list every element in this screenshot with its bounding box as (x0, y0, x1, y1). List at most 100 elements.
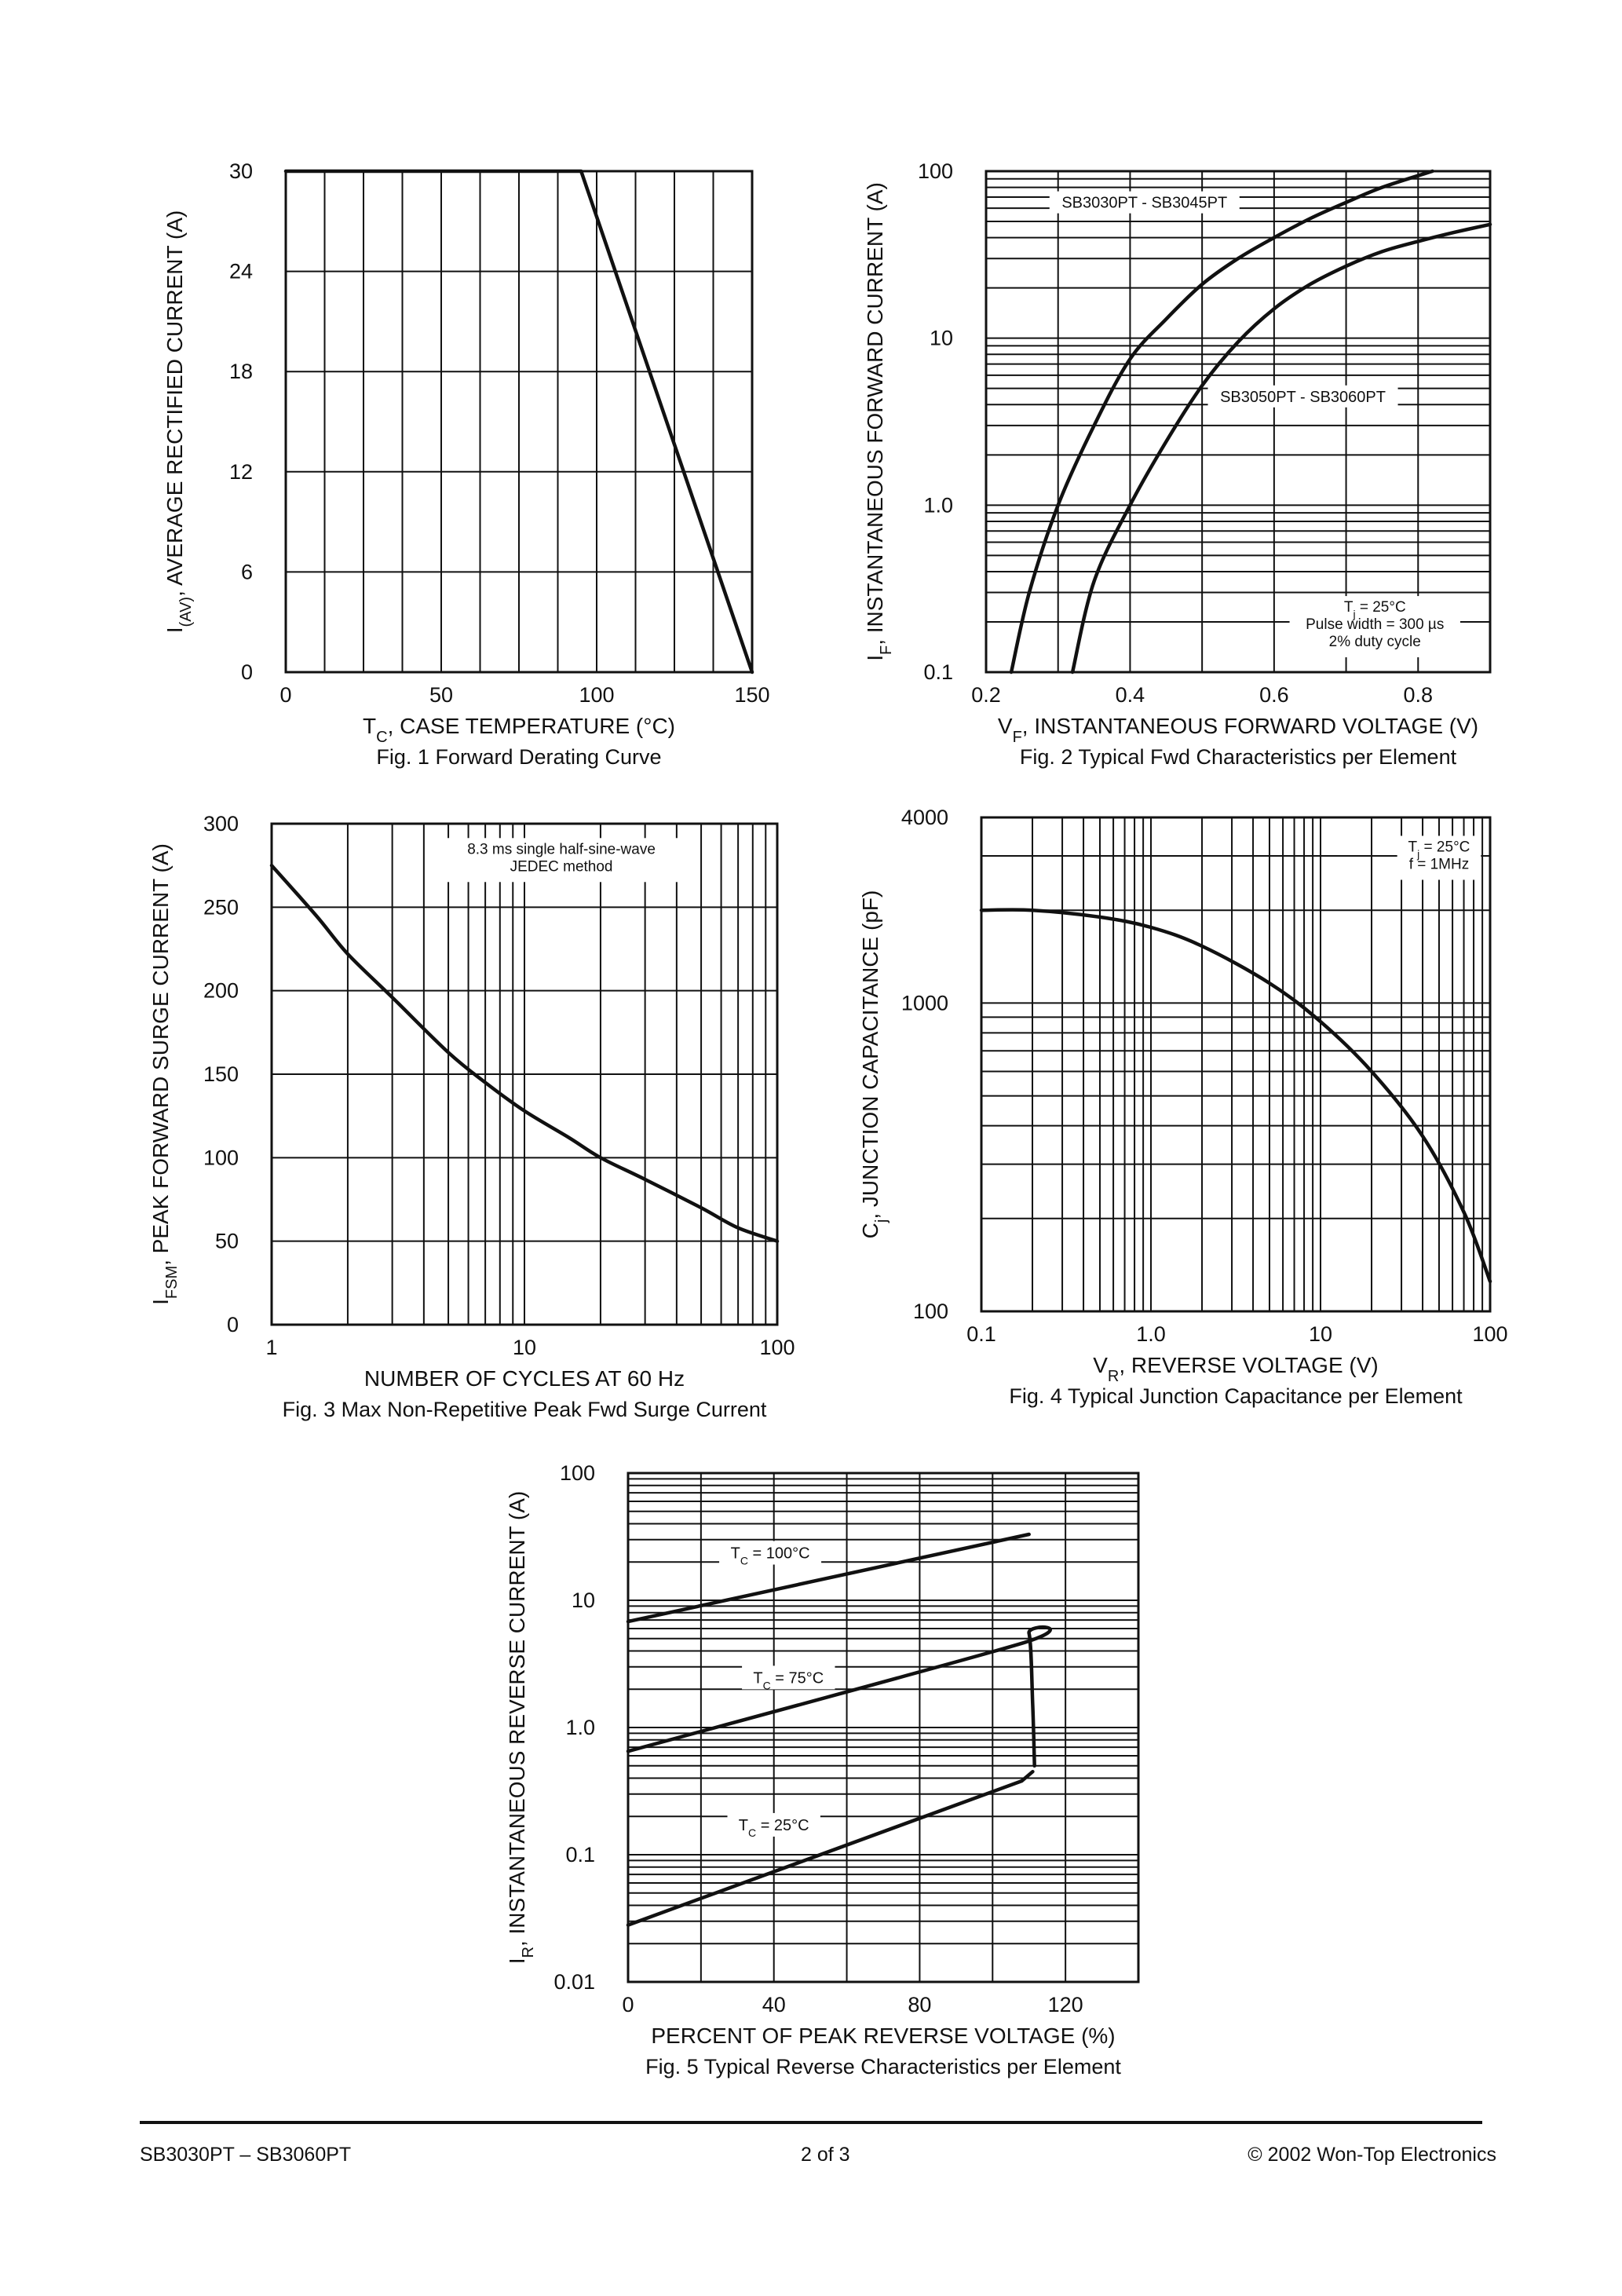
y-tick-label: 1.0 (923, 493, 953, 517)
y-tick-label: 10 (572, 1589, 595, 1612)
footer-copyright: © 2002 Won-Top Electronics (1248, 2144, 1496, 2166)
annotation-line: f = 1MHz (1409, 856, 1470, 872)
y-tick-label: 10 (930, 327, 953, 350)
y-tick-label: 0 (241, 660, 253, 684)
chart-fig3: 1 10 100 0 50 100 150 200 250 300 NUMBER OF CYCLES… (148, 812, 795, 1421)
y-tick-label: 300 (203, 812, 239, 835)
x-axis-label: VR, REVERSE VOLTAGE (V) (1093, 1353, 1379, 1385)
figure-caption: Fig. 2 Typical Fwd Characteristics per E… (1020, 745, 1457, 769)
x-tick-label: 0.4 (1116, 683, 1145, 707)
y-axis-label: I(AV), AVERAGE RECTIFIED CURRENT (A) (163, 210, 195, 633)
y-tick-label: 200 (203, 979, 239, 1003)
figure-caption: Fig. 4 Typical Junction Capacitance per … (1009, 1384, 1463, 1408)
footer-rule (140, 2121, 1482, 2124)
x-axis-label: VF, INSTANTANEOUS FORWARD VOLTAGE (V) (998, 714, 1478, 746)
series-line (626, 1769, 1035, 1927)
series-label-box (727, 1812, 820, 1837)
y-tick-label: 1.0 (565, 1716, 595, 1739)
annotation-line: Tj = 25°C (1344, 599, 1406, 620)
x-tick-label: 0.8 (1404, 683, 1434, 707)
y-tick-label: 24 (229, 260, 253, 283)
x-tick-label: 100 (759, 1336, 795, 1359)
y-tick-label: 100 (913, 1300, 948, 1323)
x-tick-label: 50 (429, 683, 453, 707)
series-label: TC = 25°C (739, 1817, 809, 1839)
figure-caption: Fig. 3 Max Non-Repetitive Peak Fwd Surge… (283, 1398, 767, 1421)
annotation-line: JEDEC method (510, 858, 613, 875)
x-tick-label: 0.2 (971, 683, 1001, 707)
annotation-box (1289, 596, 1460, 658)
plot-frame (985, 170, 1492, 674)
y-tick-label: 4000 (901, 806, 948, 829)
chart-fig5: 0 40 80 120 0.01 0.1 1.0 10 100 PERCENT OF PEAK R… (505, 1461, 1140, 2078)
series-label: TC = 75°C (753, 1669, 824, 1691)
figure-caption: Fig. 5 Typical Reverse Characteristics p… (645, 2055, 1121, 2078)
x-tick-label: 10 (1309, 1322, 1332, 1346)
y-tick-label: 100 (203, 1146, 239, 1169)
y-tick-label: 30 (229, 159, 253, 183)
series-label-box (1207, 385, 1398, 408)
y-tick-label: 0 (227, 1313, 239, 1336)
y-tick-label: 0.1 (565, 1843, 595, 1866)
series-label: SB3050PT - SB3060PT (1220, 389, 1386, 406)
annotation-box (444, 838, 679, 883)
y-tick-label: 18 (229, 360, 253, 383)
x-tick-label: 80 (908, 1993, 931, 2016)
chart-fig4: 0.1 1.0 10 100 100 1000 4000 VR, REVERSE VOLTAG… (858, 806, 1508, 1408)
chart-fig1: 0 50 100 150 0 6 12 18 24 30 TC, CASE TEMPERATURE … (163, 159, 770, 769)
series-label-box (742, 1665, 835, 1690)
y-tick-label: 0.1 (923, 660, 953, 684)
series-line (1070, 222, 1492, 675)
x-tick-label: 40 (762, 1993, 786, 2016)
annotation-line: Tj = 25°C (1408, 839, 1470, 860)
x-tick-label: 120 (1048, 1993, 1083, 2016)
series-label: TC = 100°C (731, 1545, 810, 1567)
x-axis-label: NUMBER OF CYCLES AT 60 Hz (364, 1366, 685, 1391)
x-tick-label: 1 (265, 1336, 277, 1359)
x-tick-label: 0.1 (966, 1322, 996, 1346)
y-tick-label: 100 (560, 1461, 595, 1485)
x-tick-label: 0.6 (1259, 683, 1289, 707)
y-tick-label: 50 (215, 1230, 239, 1253)
plot-frame (270, 822, 779, 1326)
annotation-line: 2% duty cycle (1329, 634, 1421, 650)
plot-frame (627, 1472, 1140, 1983)
series-line (626, 1625, 1053, 1768)
figure-caption: Fig. 1 Forward Derating Curve (376, 745, 661, 769)
y-tick-label: 12 (229, 460, 253, 484)
y-tick-label: 0.01 (553, 1970, 595, 1994)
x-tick-label: 100 (1472, 1322, 1507, 1346)
y-tick-label: 100 (918, 159, 953, 183)
x-axis-label: TC, CASE TEMPERATURE (°C) (363, 714, 675, 746)
y-axis-label: IR, INSTANTANEOUS REVERSE CURRENT (A) (505, 1491, 537, 1965)
x-tick-label: 10 (513, 1336, 536, 1359)
series-line (626, 1532, 1031, 1624)
series-label-box (1049, 191, 1240, 214)
x-tick-label: 0 (279, 683, 291, 707)
y-tick-label: 150 (203, 1062, 239, 1086)
x-tick-label: 100 (579, 683, 614, 707)
footer-part-number: SB3030PT – SB3060PT (140, 2144, 352, 2166)
series-line (269, 863, 780, 1243)
x-tick-label: 150 (734, 683, 769, 707)
chart-fig2: 0.2 0.4 0.6 0.8 0.1 1.0 10 100 VF, INSTANTANEOUS… (863, 159, 1492, 769)
series-line (283, 169, 754, 675)
series-line (1009, 169, 1434, 675)
plot-frame (980, 816, 1492, 1313)
annotation-box (1397, 835, 1481, 880)
series-label: SB3030PT - SB3045PT (1061, 195, 1227, 212)
y-axis-label: IFSM, PEAK FORWARD SURGE CURRENT (A) (148, 843, 181, 1305)
footer-page-number: 2 of 3 (801, 2144, 850, 2166)
series-line (979, 908, 1492, 1284)
annotation-line: 8.3 ms single half-sine-wave (467, 841, 656, 857)
y-tick-label: 250 (203, 895, 239, 919)
annotation-line: Pulse width = 300 µs (1306, 616, 1444, 633)
x-tick-label: 1.0 (1136, 1322, 1166, 1346)
y-axis-label: IF, INSTANTANEOUS FORWARD CURRENT (A) (863, 182, 895, 661)
y-tick-label: 1000 (901, 991, 948, 1015)
x-axis-label: PERCENT OF PEAK REVERSE VOLTAGE (%) (651, 2024, 1115, 2048)
x-tick-label: 0 (622, 1993, 634, 2016)
series-label-box (719, 1541, 822, 1565)
y-axis-label: Cj, JUNCTION CAPACITANCE (pF) (858, 890, 890, 1239)
